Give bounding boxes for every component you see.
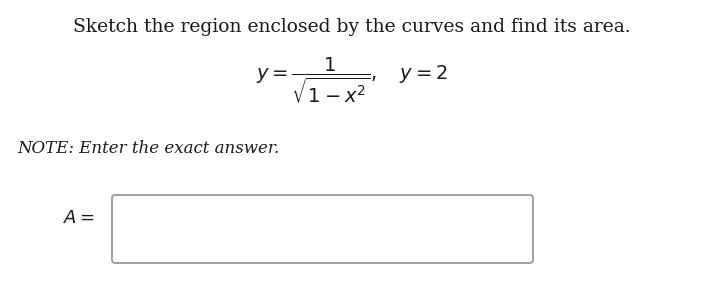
FancyBboxPatch shape xyxy=(112,195,533,263)
Text: $y = \dfrac{1}{\sqrt{1 - x^2}},\quad y = 2$: $y = \dfrac{1}{\sqrt{1 - x^2}},\quad y =… xyxy=(256,55,448,105)
Text: NOTE: Enter the exact answer.: NOTE: Enter the exact answer. xyxy=(18,140,280,157)
Text: Sketch the region enclosed by the curves and find its area.: Sketch the region enclosed by the curves… xyxy=(73,18,631,36)
Text: $A =$: $A =$ xyxy=(63,209,95,227)
